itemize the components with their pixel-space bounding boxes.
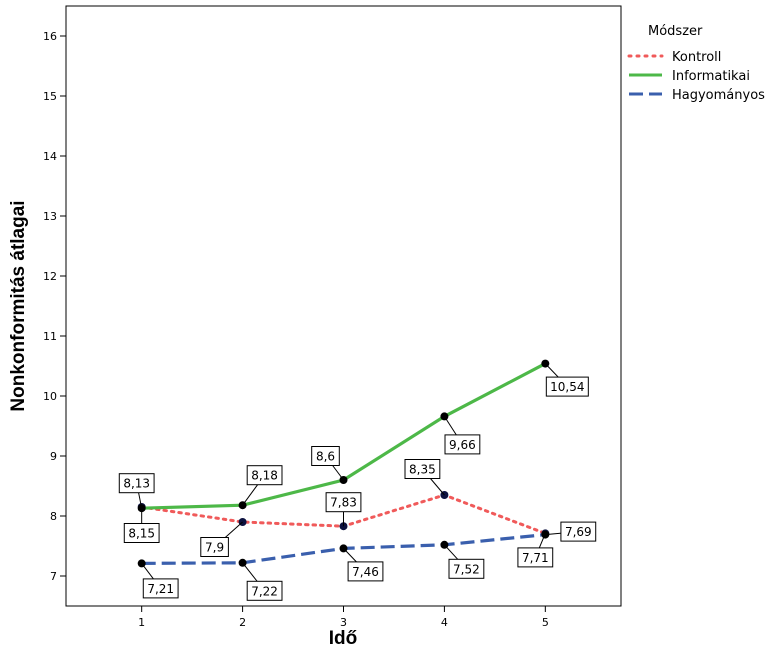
data-label: 8,6 [316,450,335,464]
data-label: 7,22 [251,584,278,598]
y-tick-label: 9 [50,450,57,463]
data-label-box [246,580,283,601]
data-label: 8,13 [123,477,150,491]
data-label-box [560,521,597,542]
y-tick-label: 16 [43,30,57,43]
data-label: 7,21 [147,582,174,596]
data-label-box [311,446,340,466]
data-label-box [142,578,179,599]
data-label-box [347,561,384,582]
x-tick-label: 2 [239,616,246,629]
legend-label-hagyományos: Hagyományos [672,88,765,103]
y-tick-label: 7 [50,570,57,583]
data-label-box [123,523,160,543]
data-label: 9,66 [449,438,476,452]
data-label-box [517,547,554,568]
data-label-box [325,492,362,513]
data-label: 8,15 [128,527,155,541]
data-label: 10,54 [550,380,584,394]
data-label-box [404,459,441,479]
data-label: 8,35 [409,463,436,477]
legend-label-informatikai: Informatikai [672,69,750,84]
legend-title: Módszer [648,24,703,39]
data-label: 7,52 [453,562,480,576]
legend-label-kontroll: Kontroll [672,50,721,65]
data-labels: 8,15 7,9 7,83 8,35 7,71 8,13 8,18 8,6 9,66 10,54 7… [118,363,597,601]
data-label-box [444,434,481,455]
y-tick-label: 13 [43,210,57,223]
data-label-box [545,376,589,397]
x-axis-title: Idő [329,628,358,649]
legend: Módszer Kontroll Informatikai Hagyományos [627,24,765,103]
x-tick-label: 3 [340,616,347,629]
data-label: 8,18 [251,469,278,483]
x-tick-label: 1 [138,616,145,629]
x-tick-label: 4 [441,616,448,629]
y-tick-label: 11 [43,330,57,343]
data-label: 7,9 [205,541,224,555]
data-label-box [118,473,155,494]
y-tick-label: 15 [43,90,57,103]
y-tick-label: 8 [50,510,57,523]
data-label-box [246,465,283,486]
y-tick-label: 10 [43,390,57,403]
data-label: 7,69 [565,525,592,539]
y-tick-label: 14 [43,150,57,163]
data-label: 7,83 [330,496,357,510]
data-label-box [200,537,229,557]
data-label: 7,46 [352,565,379,579]
y-axis-title: Nonkonformitás átlagai [8,200,29,411]
data-label-box [448,558,485,579]
data-label: 7,71 [522,551,549,565]
y-tick-label: 12 [43,270,57,283]
x-tick-label: 5 [542,616,549,629]
